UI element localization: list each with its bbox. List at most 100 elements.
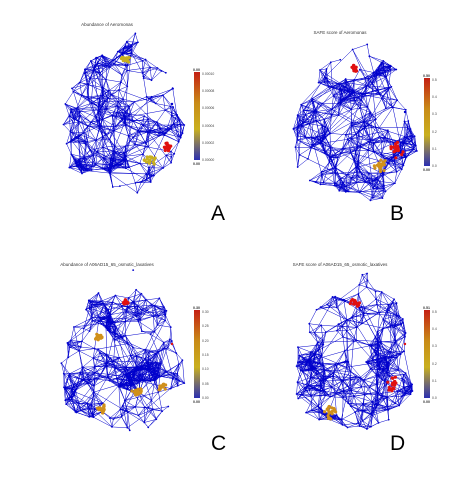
network-node [144, 299, 147, 301]
network-node [149, 181, 152, 183]
network-node [353, 395, 355, 397]
network-node [395, 68, 398, 71]
network-graph [62, 32, 186, 194]
network-node [157, 135, 160, 137]
network-node [396, 99, 399, 102]
network-node [156, 375, 159, 377]
network-node [99, 71, 101, 74]
network-node [82, 327, 85, 330]
network-node [136, 191, 139, 194]
network-node [328, 161, 331, 163]
network-node [368, 182, 371, 184]
network-node [169, 326, 172, 329]
network-node [326, 127, 329, 130]
network-node [162, 94, 164, 97]
network-node [131, 380, 134, 382]
network-node [400, 323, 403, 326]
network-node [335, 392, 337, 394]
network-node [86, 402, 88, 404]
network-node [400, 395, 403, 398]
network-node [326, 79, 329, 82]
panel-a: Abundance of Aeromonas 0.00 0.00 0.00010… [22, 22, 232, 222]
network-node [403, 350, 406, 353]
network-node [378, 311, 380, 314]
network-node [118, 356, 121, 359]
network-node [355, 326, 358, 329]
network-node [374, 336, 377, 338]
network-node [112, 321, 115, 323]
network-node [132, 120, 135, 123]
network-node [350, 389, 353, 392]
network-node [172, 123, 175, 126]
network-node [73, 158, 76, 161]
network-node [360, 306, 363, 308]
network-node [359, 107, 361, 110]
network-node [173, 152, 176, 155]
network-node [344, 133, 347, 136]
network-node [106, 376, 109, 379]
network-node [67, 356, 70, 359]
network-node [322, 364, 324, 367]
network-node [343, 350, 346, 352]
network-node [102, 156, 105, 159]
network-node [346, 318, 348, 321]
network-node [96, 151, 99, 153]
network-node [397, 369, 400, 371]
network-node [126, 411, 129, 414]
network-node [92, 416, 95, 419]
network-node [132, 300, 134, 303]
network-node [409, 128, 412, 130]
network-node [366, 177, 369, 180]
network-node [297, 346, 299, 349]
highlighted-node [396, 144, 400, 148]
network-node [98, 375, 101, 377]
highlighted-node [152, 157, 156, 161]
network-node [147, 172, 150, 175]
network-node [90, 403, 93, 406]
network-node [318, 407, 321, 410]
network-node [407, 120, 410, 122]
network-node [124, 64, 127, 67]
network-node [296, 135, 299, 137]
network-node [372, 410, 375, 413]
network-node [164, 71, 167, 74]
network-node [306, 118, 309, 121]
network-node [71, 387, 73, 390]
network-node [105, 365, 108, 368]
network-node [334, 182, 336, 185]
network-node [66, 342, 69, 344]
network-node [390, 85, 393, 88]
colorbar-tick-label: 0.3 [432, 112, 437, 117]
highlighted-node [329, 417, 333, 421]
network-node [406, 126, 409, 129]
network-node [118, 185, 121, 188]
network-node [142, 77, 145, 80]
network-node [122, 158, 125, 161]
network-node [364, 92, 367, 95]
network-node [404, 335, 406, 338]
network-node [354, 149, 357, 152]
network-node [172, 372, 175, 375]
network-node [380, 291, 383, 293]
network-node [374, 407, 377, 409]
network-node [93, 385, 95, 387]
network-node [101, 118, 104, 121]
network-node [376, 69, 378, 72]
network-node [121, 337, 124, 340]
network-node [114, 325, 117, 328]
network-node [147, 426, 150, 429]
network-node [87, 83, 90, 86]
network-node [97, 292, 100, 294]
network-node [130, 52, 133, 55]
network-node [378, 93, 381, 96]
network-node [165, 370, 168, 373]
network-node [296, 128, 298, 131]
network-node [400, 149, 402, 152]
colorbar-tick-label: 0.00002 [202, 140, 215, 145]
network-node [122, 98, 124, 101]
network-node [358, 376, 361, 379]
network-node [178, 119, 181, 122]
colorbar-tick-label: 0.3 [432, 344, 437, 349]
network-node [380, 97, 383, 100]
network-node [147, 406, 150, 409]
